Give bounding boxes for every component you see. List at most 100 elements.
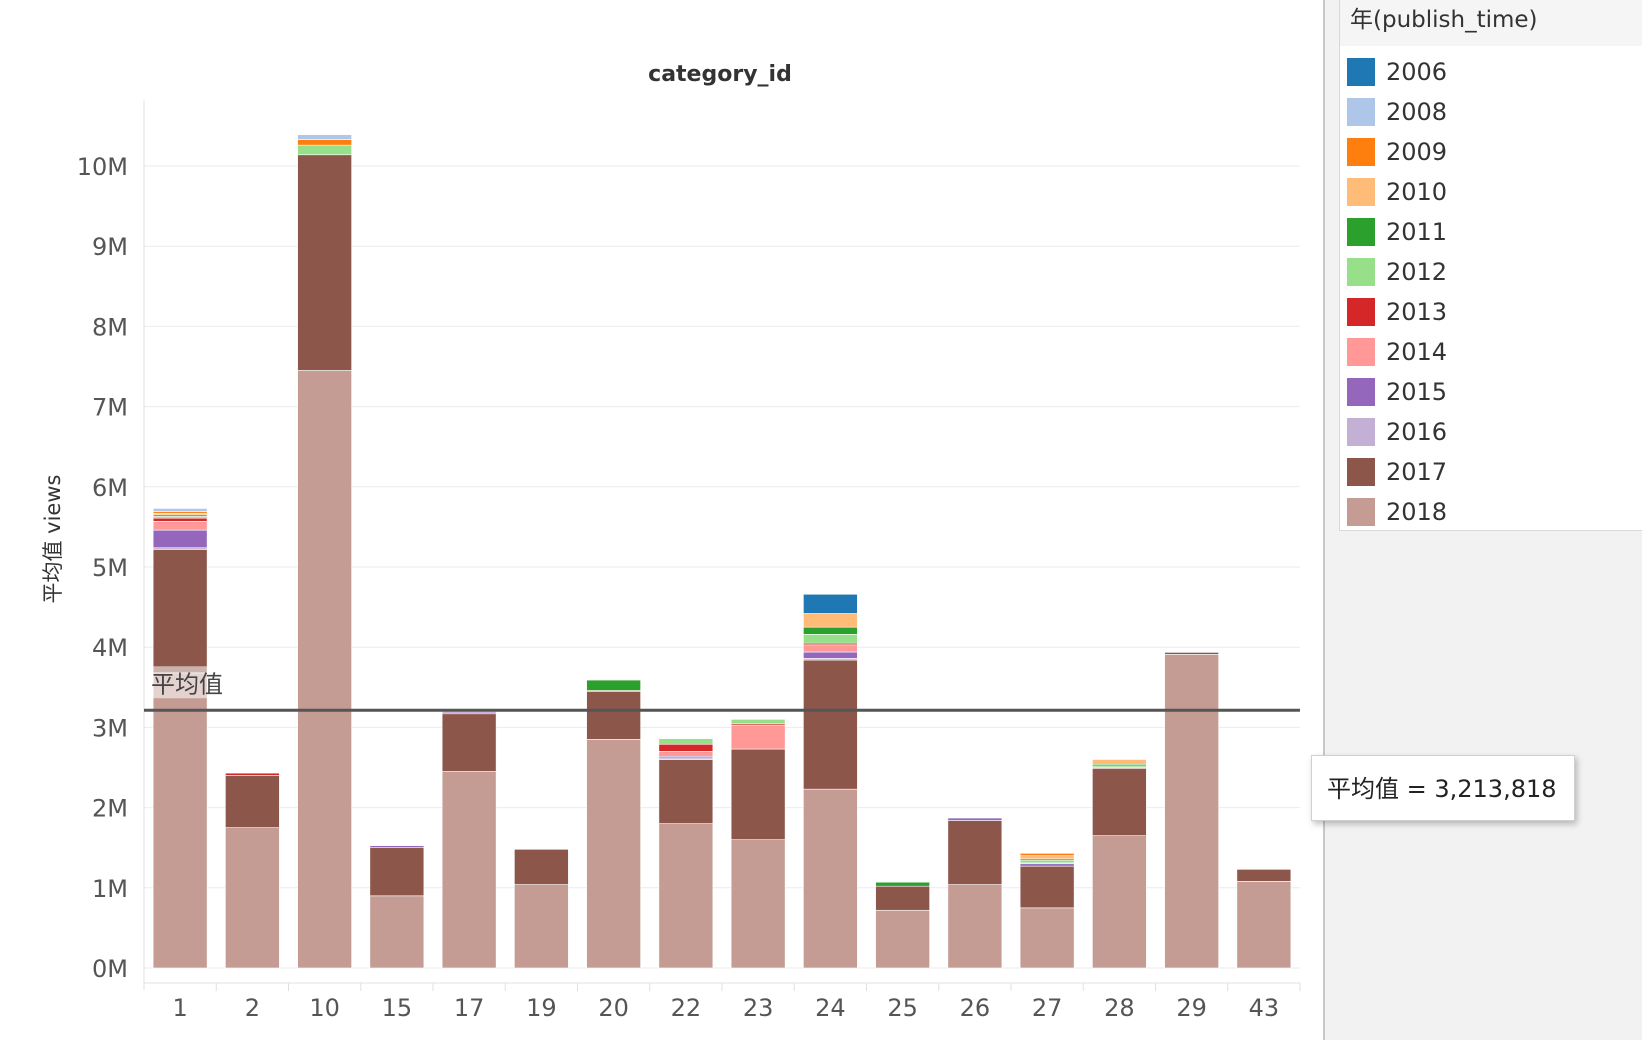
legend-label: 2018 [1386,498,1448,526]
legend-item-2014[interactable]: 2014 [1347,332,1447,372]
bar-segment-25-2017 [875,885,930,911]
bar-segment-25-2018 [875,909,930,969]
y-tick-label: 1M [92,875,128,903]
legend-item-2008[interactable]: 2008 [1347,92,1447,132]
bar-segment-19-2018 [514,884,569,969]
legend-swatch [1347,418,1375,446]
bar-segment-22-2013 [658,743,714,752]
bar-segment-25-2011 [875,881,930,887]
bar-segment-28-2017 [1092,768,1147,836]
bar-segment-22-2018 [658,823,714,969]
legend-label: 2009 [1386,138,1448,166]
legend: 年(publish_time) 2006 2008 2009 2010 2011 2012… [1339,0,1642,531]
bar-segment-43-2018 [1236,881,1292,969]
x-tick-label: 23 [743,994,774,1022]
legend-swatch [1347,378,1375,406]
average-reference-label: 平均值 [151,670,223,698]
chart-title: category_id [648,62,792,87]
bar-segment-23-2014 [730,724,786,750]
bar-segment-2-2018 [225,827,280,969]
bar-segment-15-2018 [369,895,425,969]
x-tick-label: 24 [815,994,846,1022]
bar-segment-27-2010 [1019,855,1075,860]
legend-label: 2014 [1386,338,1448,366]
legend-swatch [1347,98,1375,126]
legend-label: 2008 [1386,98,1448,126]
y-tick-label: 8M [92,313,128,341]
bar-segment-22-2017 [658,759,714,824]
bar-segment-27-2012 [1019,860,1075,864]
bar-segment-20-2018 [586,739,641,969]
legend-swatch [1347,458,1375,486]
bar-segment-10-2009 [297,139,352,146]
bar-segment-24-2015 [803,651,858,659]
stacked-bar-chart: 0M 1M 2M 3M 4M 5M 6M 7M 8M 9M 10M 1 2 10 15 17 19 20 22 23 2… [77,100,1301,1022]
y-tick-label: 5M [92,554,128,582]
legend-swatch [1347,138,1375,166]
legend-item-2011[interactable]: 2011 [1347,212,1447,252]
bar-segment-27-2018 [1019,907,1075,969]
bar-segment-26-2015 [947,817,1003,821]
x-tick-label: 26 [960,994,991,1022]
bar-segment-10-2012 [297,144,352,156]
bar-segment-27-2015 [1019,863,1075,867]
legend-swatch [1347,498,1375,526]
legend-swatch [1347,218,1375,246]
bar-segment-1-2008 [152,508,208,512]
bar-segment-26-2018 [947,884,1003,969]
bar-segment-27-2009 [1019,853,1075,857]
y-tick-label: 9M [92,233,128,261]
bar-segment-20-2011 [586,679,641,691]
legend-title: 年(publish_time) [1340,0,1642,46]
average-tooltip: 平均值 = 3,213,818 [1311,755,1575,821]
legend-label: 2006 [1386,58,1448,86]
x-tick-label: 15 [382,994,413,1022]
bar-segment-24-2006 [803,593,858,614]
y-tick-label: 10M [77,153,128,181]
legend-item-2017[interactable]: 2017 [1347,452,1447,492]
legend-swatch [1347,58,1375,86]
bar-segment-15-2015 [369,845,425,849]
legend-label: 2011 [1386,218,1448,246]
legend-item-2012[interactable]: 2012 [1347,252,1447,292]
legend-swatch [1347,178,1375,206]
x-tick-label: 17 [454,994,485,1022]
y-tick-label: 7M [92,394,128,422]
legend-label: 2013 [1386,298,1448,326]
bar-segment-10-2008 [297,134,352,140]
bar-segment-24-2012 [803,634,858,644]
legend-label: 2012 [1386,258,1448,286]
bar-segment-24-2011 [803,626,858,635]
legend-item-2009[interactable]: 2009 [1347,132,1447,172]
legend-label: 2010 [1386,178,1448,206]
legend-swatch [1347,258,1375,286]
legend-item-2018[interactable]: 2018 [1347,492,1447,532]
average-label-bg [148,666,220,699]
legend-item-2016[interactable]: 2016 [1347,412,1447,452]
bar-segment-24-2010 [803,613,858,628]
legend-label: 2015 [1386,378,1448,406]
bar-segment-24-2014 [803,644,858,653]
legend-panel: 年(publish_time) 2006 2008 2009 2010 2011 2012… [1323,0,1642,1040]
legend-item-2015[interactable]: 2015 [1347,372,1447,412]
bar-segment-24-2017 [803,659,858,790]
legend-label: 2017 [1386,458,1448,486]
x-tick-label: 28 [1104,994,1135,1022]
y-tick-label: 6M [92,474,128,502]
bar-segment-24-2018 [803,788,858,969]
x-tick-label: 25 [887,994,918,1022]
bar-segment-15-2017 [369,847,425,897]
bar-segment-29-2017 [1164,652,1219,655]
x-tick-label: 22 [671,994,702,1022]
bar-segment-22-2014 [658,751,714,757]
legend-item-2010[interactable]: 2010 [1347,172,1447,212]
legend-item-2006[interactable]: 2006 [1347,52,1447,92]
y-tick-label: 4M [92,634,128,662]
bar-segment-27-2017 [1019,865,1075,909]
x-tick-label: 1 [172,994,187,1022]
bar-segment-2-2013 [225,772,280,776]
legend-item-2013[interactable]: 2013 [1347,292,1447,332]
x-tick-label: 19 [526,994,557,1022]
y-tick-label: 0M [92,955,128,983]
legend-label: 2016 [1386,418,1448,446]
